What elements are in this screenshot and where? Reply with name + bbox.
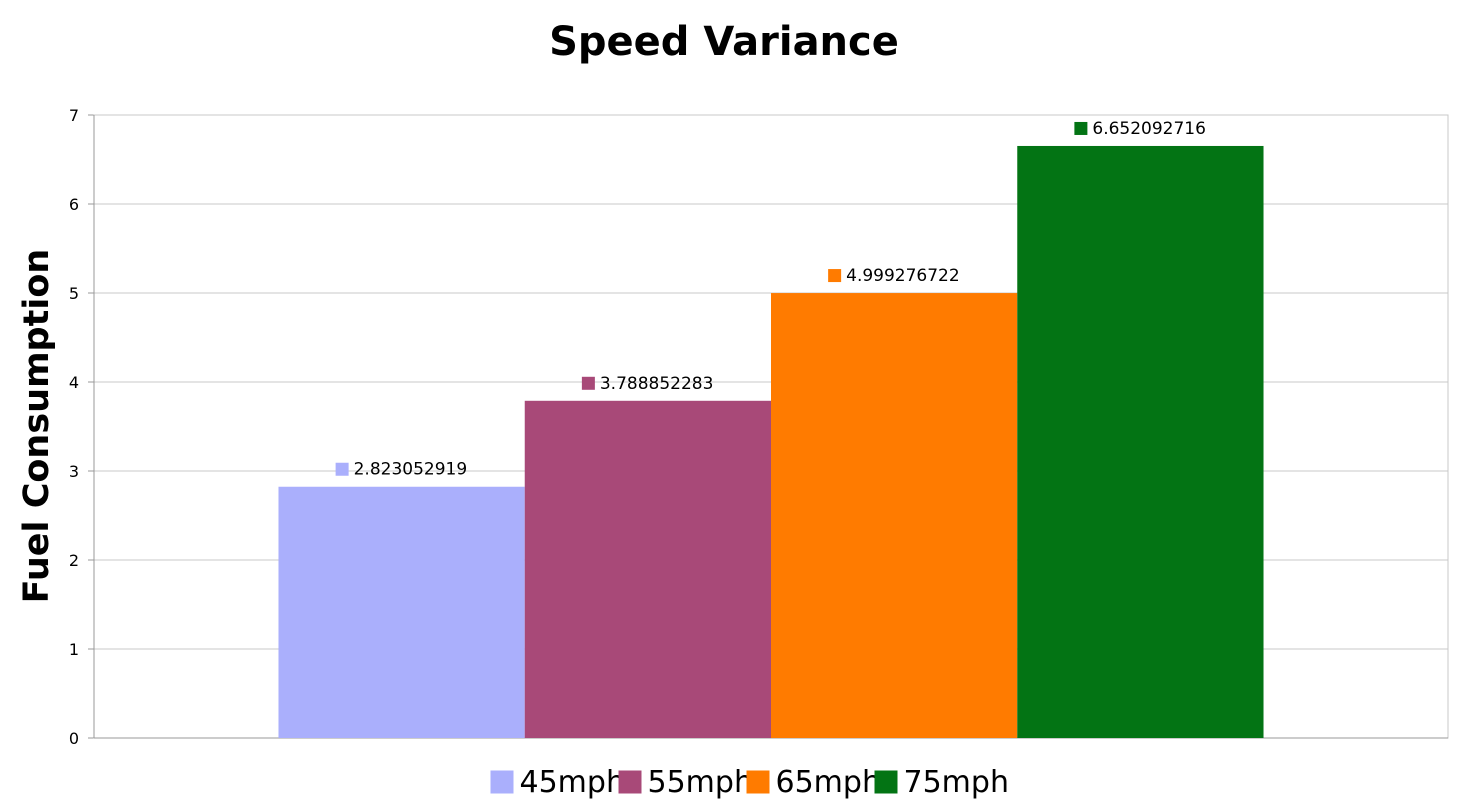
legend-label-65mph: 65mph xyxy=(776,765,881,800)
data-label-swatch-65mph xyxy=(828,269,842,283)
y-tick-label: 5 xyxy=(69,284,79,303)
bar-55mph xyxy=(524,400,771,738)
bar-45mph xyxy=(278,486,525,738)
y-axis-title: Fuel Consumption xyxy=(17,249,57,604)
data-label-swatch-55mph xyxy=(581,376,595,390)
data-label-65mph: 4.999276722 xyxy=(846,266,960,286)
legend-swatch-45mph xyxy=(490,770,514,794)
data-label-45mph: 2.823052919 xyxy=(354,460,468,480)
legend: 45mph 55mph 65mph 75mph xyxy=(490,765,1009,800)
legend-label-75mph: 75mph xyxy=(904,765,1009,800)
legend-swatch-75mph xyxy=(874,770,898,794)
legend-label-45mph: 45mph xyxy=(520,765,625,800)
legend-swatch-65mph xyxy=(746,770,770,794)
y-tick-label: 2 xyxy=(69,551,79,570)
y-tick-label: 6 xyxy=(69,195,79,214)
y-tick-label: 3 xyxy=(69,462,79,481)
legend-label-55mph: 55mph xyxy=(648,765,753,800)
plot-area: 0 1 2 3 4 5 6 7 2.823052919 3.788852283 4.99927672… xyxy=(69,106,1449,748)
chart-title: Speed Variance xyxy=(549,19,899,65)
y-tick-label: 0 xyxy=(69,729,79,748)
y-tick-label: 7 xyxy=(69,106,79,125)
data-label-swatch-45mph xyxy=(335,462,349,476)
data-label-75mph: 6.652092716 xyxy=(1092,119,1206,139)
data-label-swatch-75mph xyxy=(1074,121,1088,135)
data-label-55mph: 3.788852283 xyxy=(600,374,714,394)
bar-65mph xyxy=(771,293,1018,738)
y-tick-label: 1 xyxy=(69,640,79,659)
y-tick-label: 4 xyxy=(69,373,79,392)
legend-swatch-55mph xyxy=(618,770,642,794)
bar-75mph xyxy=(1017,145,1264,738)
